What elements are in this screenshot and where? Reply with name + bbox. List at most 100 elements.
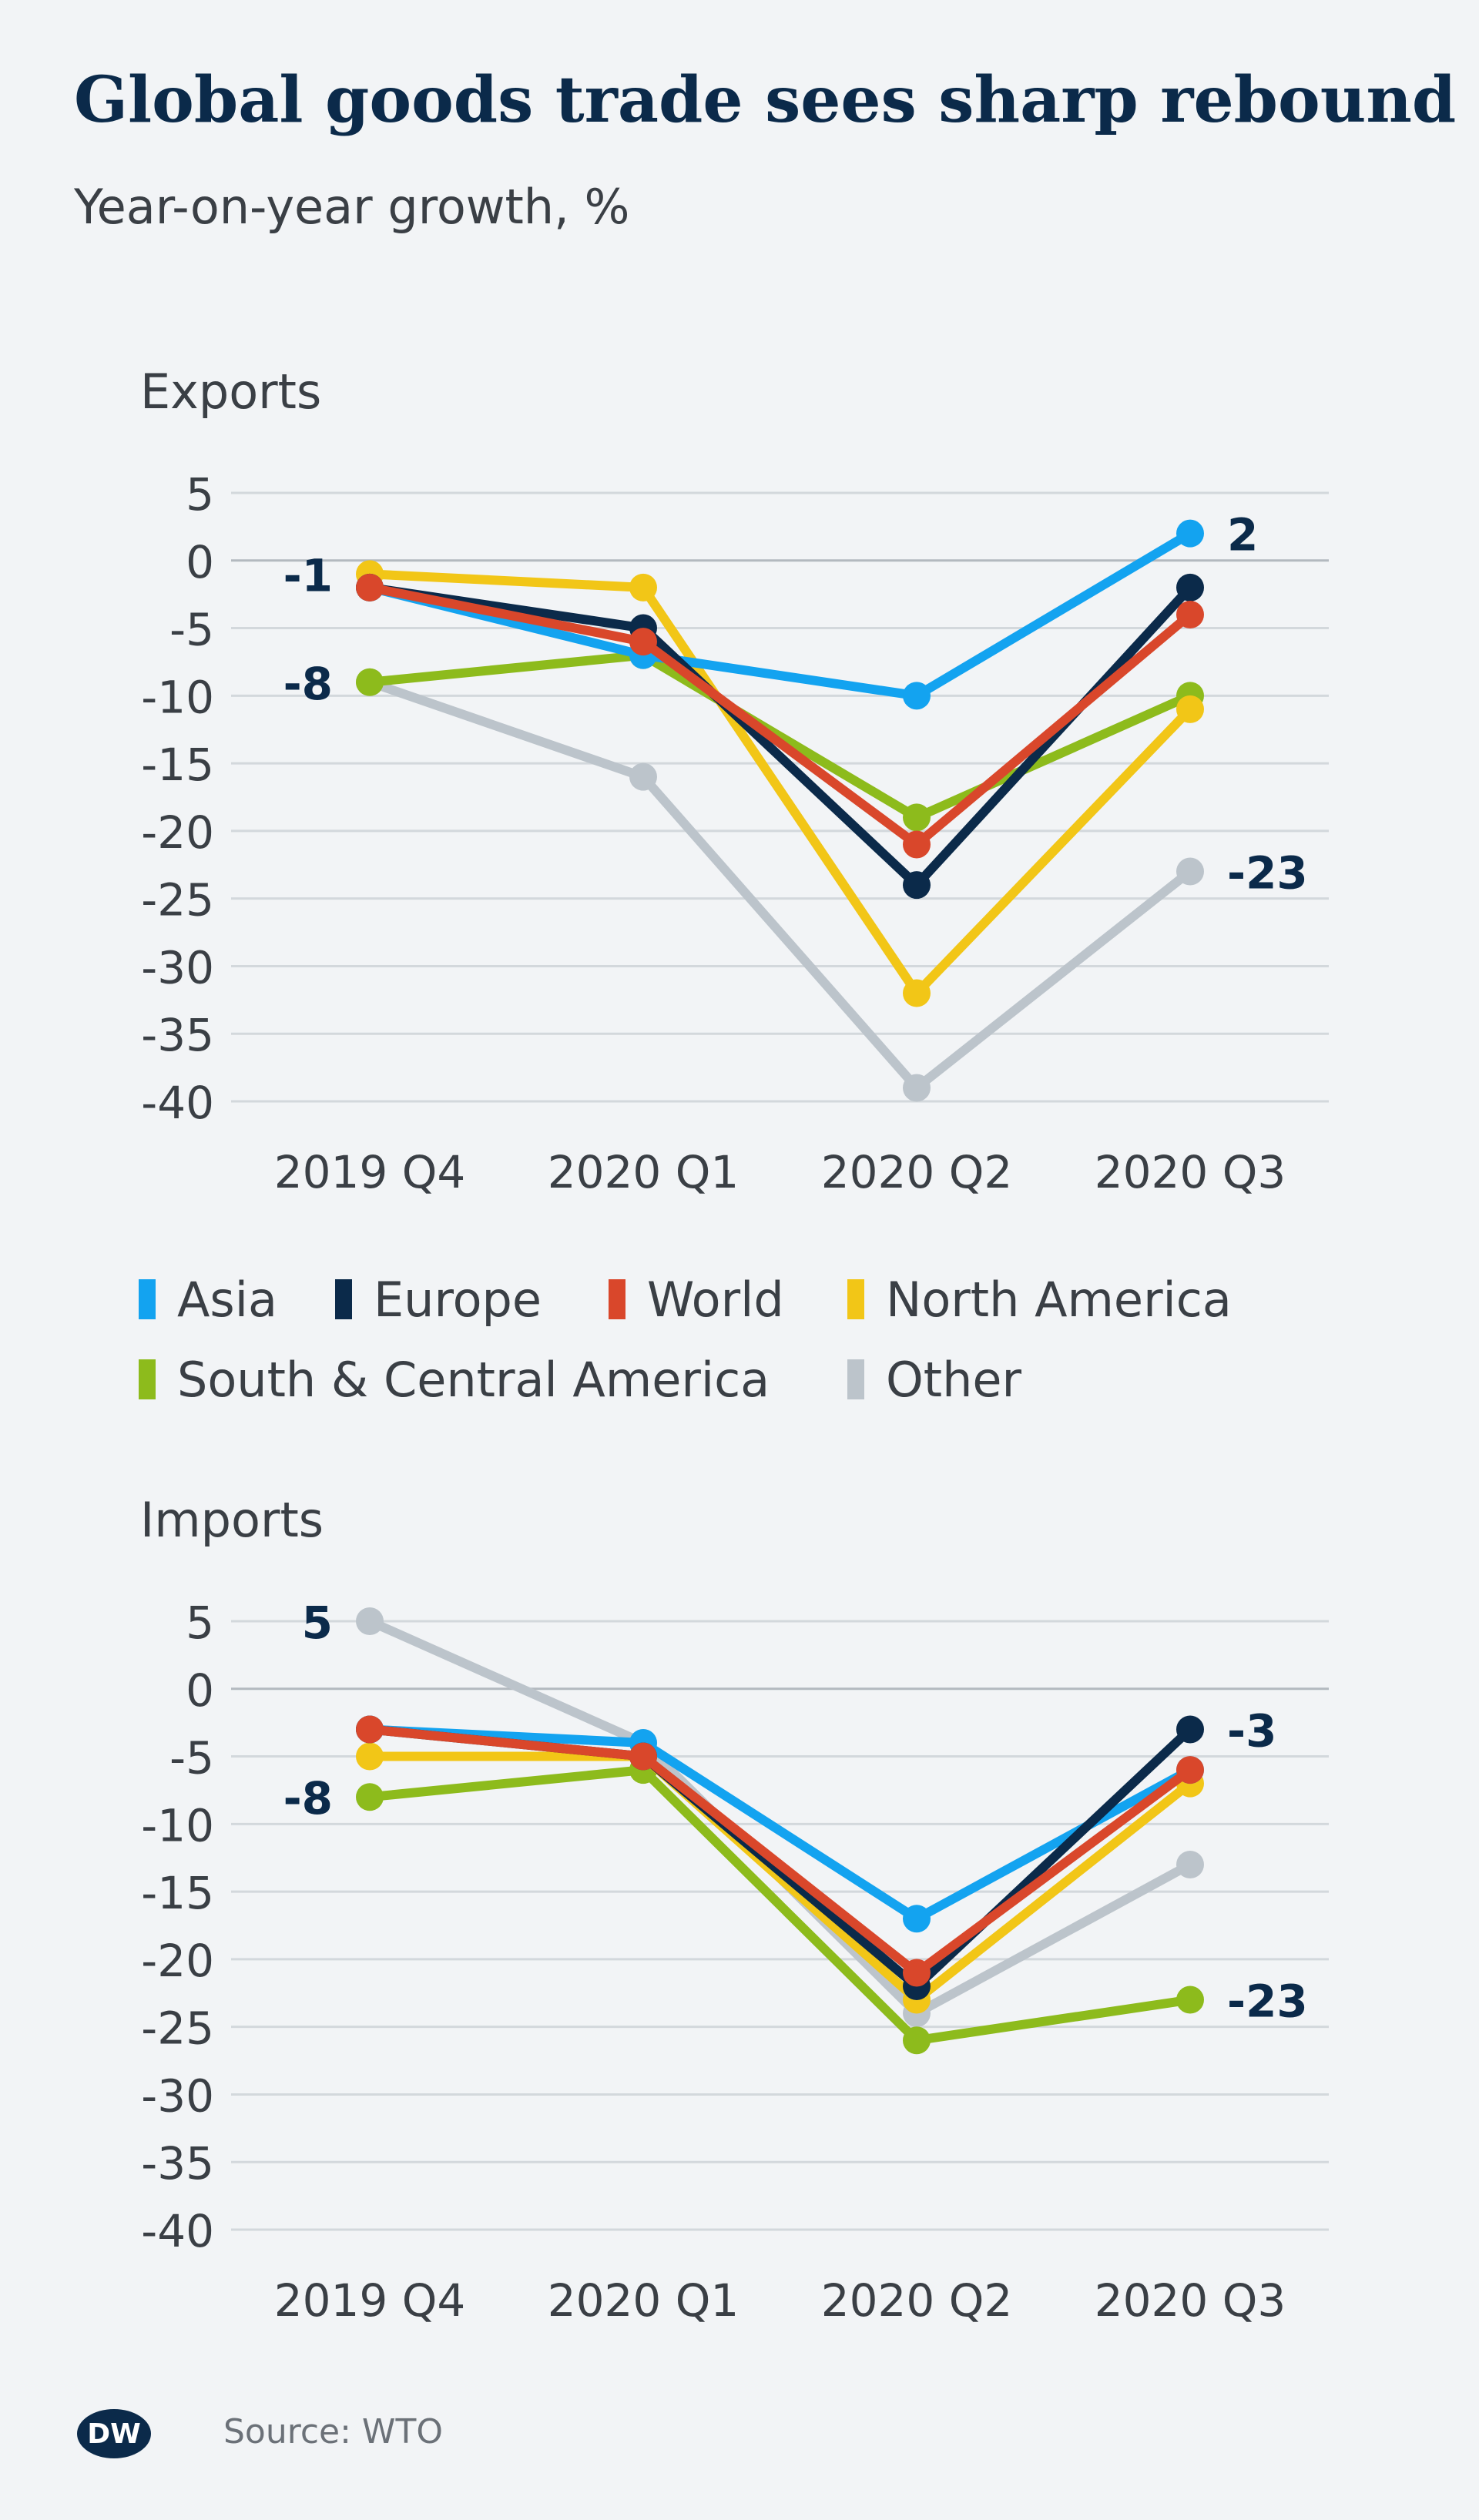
data-point-south-central-america <box>356 1783 384 1811</box>
data-point-north-america <box>356 1742 384 1771</box>
legend-item-europe: Europe <box>335 1272 609 1328</box>
exports-chart: Exports 5 0 -5 -10 -15 -20 -25 -30 -35 -40 2019 Q4 2… <box>140 364 1329 1198</box>
data-point-north-america <box>1176 695 1204 723</box>
legend-item-other: Other <box>847 1352 1021 1408</box>
data-point-north-america <box>903 979 931 1007</box>
y-tick-label: -5 <box>169 604 214 656</box>
data-point-south-central-america <box>903 803 931 832</box>
series-line-asia <box>365 1724 1195 1924</box>
data-point-world <box>356 1715 384 1744</box>
source-note: Source: WTO <box>223 2412 443 2451</box>
data-label: -8 <box>283 658 333 710</box>
y-tick-label: -10 <box>141 1799 214 1851</box>
legend-label-north-america: North America <box>886 1271 1232 1328</box>
data-label: 5 <box>302 1597 333 1649</box>
data-point-other <box>356 1607 384 1635</box>
data-label: -3 <box>1227 1704 1276 1757</box>
legend-label-europe: Europe <box>374 1271 542 1328</box>
legend-item-world: World <box>609 1272 847 1328</box>
x-tick-label: 2020 Q2 <box>821 1146 1013 1198</box>
y-tick-label: -15 <box>141 1867 214 1919</box>
data-label: 2 <box>1227 509 1258 561</box>
data-point-other <box>903 1074 931 1102</box>
y-tick-label: -20 <box>141 806 214 859</box>
legend-swatch-other <box>847 1359 864 1399</box>
y-tick-label: 0 <box>186 536 214 588</box>
series-line-south-central-america <box>365 1765 1195 2046</box>
series-line-world <box>365 1724 1195 1978</box>
legend-swatch-asia <box>139 1279 156 1319</box>
y-tick-label: -10 <box>141 671 214 723</box>
legend-label-world: World <box>647 1271 784 1328</box>
y-tick-label: -30 <box>141 941 214 994</box>
data-point-north-america <box>629 573 657 602</box>
y-tick-label: -30 <box>141 2069 214 2122</box>
y-tick-label: 5 <box>186 1597 214 1649</box>
x-tick-label: 2019 Q4 <box>274 1146 466 1198</box>
data-point-other <box>1176 1851 1204 1878</box>
data-point-world <box>356 573 384 602</box>
series-line-north-america <box>365 1751 1195 2005</box>
legend-swatch-north-america <box>847 1279 864 1319</box>
series-line-other <box>365 1617 1195 2019</box>
legend-label-south-central-america: South & Central America <box>177 1351 770 1408</box>
svg-text:DW: DW <box>87 2418 141 2450</box>
y-tick-label: -20 <box>141 1935 214 1987</box>
data-point-asia <box>903 682 931 710</box>
chart-title: Imports <box>140 1492 324 1548</box>
y-tick-label: -25 <box>141 2002 214 2055</box>
legend-swatch-world <box>609 1279 625 1319</box>
x-tick-label: 2020 Q2 <box>821 2274 1013 2322</box>
data-label: -8 <box>283 1772 333 1825</box>
legend-label-other: Other <box>886 1351 1022 1408</box>
series-line-world <box>365 582 1195 849</box>
x-tick-label: 2020 Q1 <box>548 2274 740 2322</box>
y-tick-label: -25 <box>141 874 214 927</box>
y-tick-label: -40 <box>141 2205 214 2257</box>
data-point-world <box>903 1959 931 1987</box>
y-tick-label: -40 <box>141 1077 214 1129</box>
series-line-europe <box>365 582 1195 890</box>
chart-title: Exports <box>140 364 321 420</box>
data-point-asia <box>903 1905 931 1933</box>
data-point-europe <box>1176 1715 1204 1744</box>
data-label: -1 <box>283 549 333 602</box>
y-tick-label: -5 <box>169 1732 214 1784</box>
data-point-world <box>1176 1756 1204 1784</box>
legend: Asia Europe World North America South & … <box>139 1259 1371 1419</box>
series-line-asia <box>365 528 1195 701</box>
y-tick-label: -15 <box>141 739 214 791</box>
data-point-south-central-america <box>356 668 384 696</box>
series-line-north-america <box>365 569 1195 998</box>
data-point-asia <box>1176 519 1204 548</box>
data-point-world <box>629 628 657 656</box>
series-line-other <box>365 677 1195 1093</box>
data-point-south-central-america <box>903 2026 931 2055</box>
y-tick-label: -35 <box>141 1009 214 1061</box>
data-label: -23 <box>1227 1975 1308 2028</box>
data-point-europe <box>903 871 931 900</box>
legend-row: Asia Europe World North America <box>139 1259 1371 1339</box>
data-label: -23 <box>1227 847 1308 900</box>
legend-swatch-south-central-america <box>139 1359 156 1399</box>
y-tick-label: 0 <box>186 1664 214 1717</box>
y-tick-label: -35 <box>141 2137 214 2190</box>
data-point-other <box>1176 857 1204 886</box>
page-subtitle: Year-on-year growth, % <box>74 179 630 235</box>
legend-item-north-america: North America <box>847 1272 1232 1328</box>
x-tick-label: 2020 Q3 <box>1095 1146 1286 1198</box>
legend-row: South & Central America Other <box>139 1339 1371 1419</box>
data-point-europe <box>1176 573 1204 602</box>
data-point-world <box>903 830 931 859</box>
page-title: Global goods trade sees sharp rebound <box>74 63 1457 137</box>
data-point-south-central-america <box>1176 1986 1204 2014</box>
x-tick-label: 2020 Q1 <box>548 1146 740 1198</box>
data-point-world <box>629 1742 657 1771</box>
legend-label-asia: Asia <box>177 1271 277 1328</box>
dw-logo-icon: DW <box>77 2409 151 2458</box>
x-tick-label: 2019 Q4 <box>274 2274 466 2322</box>
data-point-other <box>629 762 657 791</box>
legend-item-asia: Asia <box>139 1272 335 1328</box>
